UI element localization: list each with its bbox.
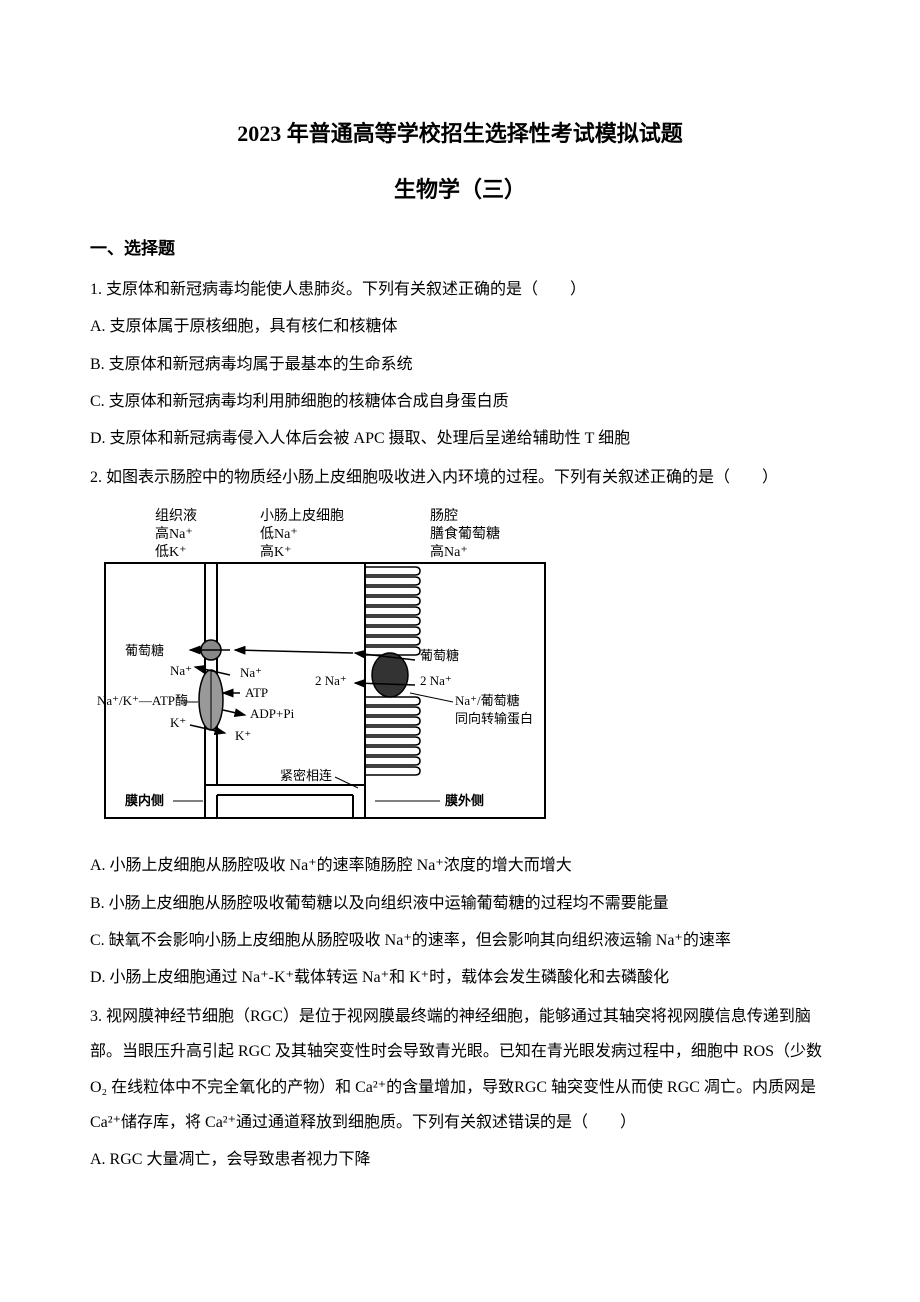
label-cotransport-1: Na⁺/葡萄糖 [455,693,520,708]
label-cotransport-2: 同向转输蛋白 [455,711,533,726]
question-2: 2. 如图表示肠腔中的物质经小肠上皮细胞吸收进入内环境的过程。下列有关叙述正确的… [90,460,830,995]
label-glucose-left: 葡萄糖 [125,643,164,658]
q2-option-b: B. 小肠上皮细胞从肠腔吸收葡萄糖以及向组织液中运输葡萄糖的过程均不需要能量 [90,886,830,921]
q3-text: 3. 视网膜神经节细胞（RGC）是位于视网膜最终端的神经细胞，能够通过其轴突将视… [90,999,830,1140]
q2-option-c: C. 缺氧不会影响小肠上皮细胞从肠腔吸收 Na⁺的速率，但会影响其向组织液运输 … [90,923,830,958]
label-membrane-outer: 膜外侧 [445,793,484,808]
q3-option-a: A. RGC 大量凋亡，会导致患者视力下降 [90,1142,830,1177]
tight-pointer [335,777,358,788]
label-2na-out: 2 Na⁺ [420,673,452,688]
label-k-left: K⁺ [170,715,186,730]
label-col2-line2: 低Na⁺ [260,526,298,542]
label-col3-line3: 高Na⁺ [430,543,468,560]
label-pump: Na⁺/K⁺—ATP酶 [97,693,188,708]
label-col2-line3: 高K⁺ [260,543,292,560]
q2-text: 2. 如图表示肠腔中的物质经小肠上皮细胞吸收进入内环境的过程。下列有关叙述正确的… [90,460,830,495]
q1-option-a: A. 支原体属于原核细胞，具有核仁和核糖体 [90,309,830,344]
label-tight-junction: 紧密相连 [280,768,332,783]
label-col1-line3: 低K⁺ [155,544,187,560]
label-atp: ATP [245,685,268,700]
label-adp: ADP+Pi [250,706,295,721]
glucose-cross [235,650,353,653]
label-col2-title: 小肠上皮细胞 [260,508,344,524]
q2-option-d: D. 小肠上皮细胞通过 Na⁺-K⁺载体转运 Na⁺和 K⁺时，载体会发生磷酸化… [90,960,830,995]
label-membrane-inner: 膜内侧 [125,793,164,808]
question-3: 3. 视网膜神经节细胞（RGC）是位于视网膜最终端的神经细胞，能够通过其轴突将视… [90,999,830,1177]
cotransporter [372,653,408,697]
exam-title: 2023 年普通高等学校招生选择性考试模拟试题 [90,110,830,158]
adp-arrow [223,710,245,715]
q2-option-a: A. 小肠上皮细胞从肠腔吸收 Na⁺的速率随肠腔 Na⁺浓度的增大而增大 [90,848,830,883]
label-2na-in: 2 Na⁺ [315,673,347,688]
q1-option-d: D. 支原体和新冠病毒侵入人体后会被 APC 摄取、处理后呈递给辅助性 T 细胞 [90,421,830,456]
exam-subtitle: 生物学（三） [90,166,830,214]
question-1: 1. 支原体和新冠病毒均能使人患肺炎。下列有关叙述正确的是（ ） A. 支原体属… [90,272,830,456]
label-col3-title: 肠腔 [430,508,458,524]
label-col1-line2: 高Na⁺ [155,525,193,542]
label-glucose-right: 葡萄糖 [420,648,459,663]
q1-text: 1. 支原体和新冠病毒均能使人患肺炎。下列有关叙述正确的是（ ） [90,272,830,307]
label-col1-title: 组织液 [155,508,197,524]
label-na-out: Na⁺ [170,663,192,678]
label-na-in: Na⁺ [240,665,262,680]
label-col3-line2: 膳食葡萄糖 [430,525,500,542]
section-header: 一、选择题 [90,230,830,267]
q1-option-c: C. 支原体和新冠病毒均利用肺细胞的核糖体合成自身蛋白质 [90,384,830,419]
label-k-right: K⁺ [235,728,251,743]
q1-option-b: B. 支原体和新冠病毒均属于最基本的生命系统 [90,347,830,382]
cell-diagram: 组织液 高Na⁺ 低K⁺ 小肠上皮细胞 低Na⁺ 高K⁺ 肠腔 膳食葡萄糖 高N… [95,505,830,838]
